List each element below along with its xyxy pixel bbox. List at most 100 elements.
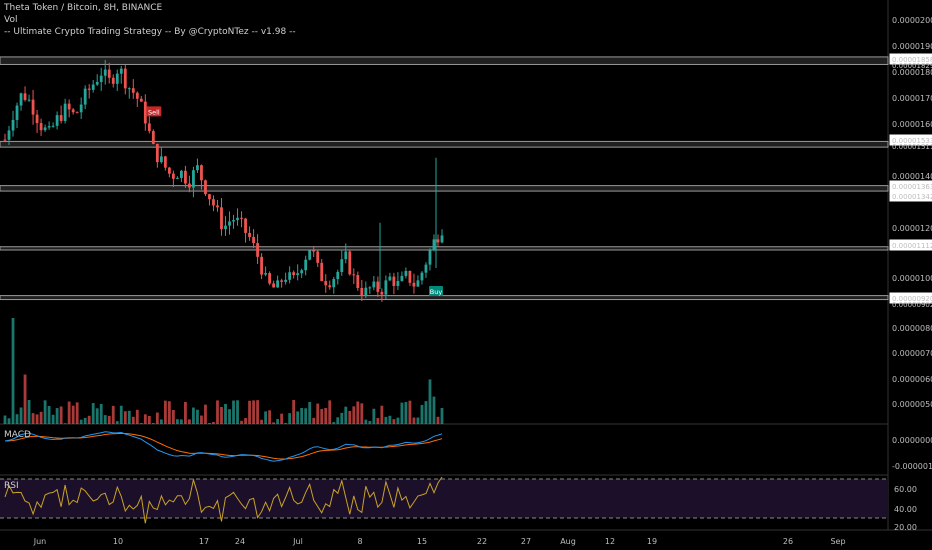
candle-body: [240, 218, 243, 219]
volume-bar: [376, 418, 379, 424]
candle-body: [216, 205, 219, 207]
candle-body: [376, 282, 379, 292]
candle-body: [180, 171, 183, 178]
candle-body: [44, 127, 47, 130]
candle-body: [112, 78, 115, 84]
time-tick-label: 26: [783, 537, 793, 546]
volume-bar: [433, 397, 436, 424]
volume-bar: [52, 415, 55, 424]
candle-body: [268, 273, 271, 283]
volume-bar: [56, 408, 59, 424]
candle-body: [308, 250, 311, 259]
price-level-label: 0.00001112: [892, 242, 932, 250]
candle-body: [132, 88, 135, 93]
candle-body: [344, 251, 347, 259]
candle-body: [232, 220, 235, 221]
candle-body: [364, 288, 367, 296]
volume-bar: [200, 416, 203, 424]
volume-bar: [280, 414, 283, 424]
time-tick-label: 17: [199, 537, 209, 546]
candle-body: [264, 273, 267, 274]
volume-bar: [180, 419, 183, 424]
volume-bar: [388, 416, 391, 424]
candle-body: [60, 115, 63, 121]
price-tick-label: 0.00001700: [892, 94, 932, 103]
candle-body: [156, 144, 159, 162]
candle-body: [16, 106, 19, 120]
candle-body: [396, 281, 399, 286]
candle-body: [437, 239, 440, 242]
volume-bar: [48, 406, 51, 424]
volume-bar: [348, 411, 351, 424]
time-tick-label: 12: [605, 537, 615, 546]
candle-body: [388, 277, 391, 281]
candle-body: [352, 274, 355, 275]
volume-bar: [128, 411, 131, 424]
candle-body: [252, 237, 255, 243]
volume-bar: [40, 412, 43, 424]
price-tick-label: 0.00000500: [892, 400, 932, 409]
volume-bar: [184, 402, 187, 424]
volume-bar: [96, 408, 99, 424]
volume-bar: [316, 404, 319, 424]
candle-body: [304, 260, 307, 271]
candle-body: [104, 70, 107, 76]
candle-body: [425, 265, 428, 273]
volume-bar: [4, 416, 7, 424]
volume-bar: [20, 407, 23, 424]
buy-signal-label: Buy: [430, 288, 443, 296]
candle-body: [84, 89, 87, 105]
volume-bar: [396, 418, 399, 424]
candle-body: [196, 165, 199, 170]
time-tick-label: 27: [521, 537, 531, 546]
volume-bar: [116, 421, 119, 424]
volume-bar: [160, 419, 163, 424]
price-tick-label: 0.00001000: [892, 274, 932, 283]
price-tick-label: 0.00001400: [892, 172, 932, 181]
strategy-label: -- Ultimate Crypto Trading Strategy -- B…: [4, 27, 296, 37]
volume-bar: [425, 401, 428, 424]
candle-body: [88, 89, 91, 90]
volume-bar: [228, 409, 231, 424]
candle-body: [332, 279, 335, 287]
volume-bar: [340, 413, 343, 424]
volume-bar: [188, 419, 191, 424]
candle-body: [433, 239, 436, 250]
candle-body: [288, 272, 291, 280]
candle-body: [40, 123, 43, 130]
volume-bar: [292, 400, 295, 424]
sr-zone-2: [0, 186, 888, 191]
volume-bar: [196, 410, 199, 424]
candle-body: [96, 82, 99, 85]
volume-bar: [24, 375, 27, 424]
volume-bar: [236, 400, 239, 424]
volume-bar: [256, 400, 259, 424]
candle-body: [208, 194, 211, 199]
price-tick-label: 0.00001200: [892, 224, 932, 233]
volume-bar: [132, 417, 135, 424]
candle-body: [92, 85, 95, 90]
candle-body: [184, 171, 187, 184]
candle-body: [72, 109, 75, 112]
rsi-label: RSI: [4, 481, 19, 491]
candle-body: [12, 120, 15, 131]
volume-bar: [304, 408, 307, 424]
price-tick-label: 0.00000600: [892, 375, 932, 384]
volume-bar: [220, 407, 223, 424]
volume-bar: [176, 419, 179, 424]
volume-bar: [312, 418, 315, 424]
candle-body: [284, 280, 287, 282]
candle-body: [413, 283, 416, 287]
candle-body: [116, 74, 119, 84]
volume-bar: [212, 422, 215, 424]
volume-bar: [344, 407, 347, 424]
volume-bar: [336, 417, 339, 424]
volume-bar: [421, 405, 424, 424]
candle-body: [24, 93, 27, 100]
volume-bar: [68, 402, 71, 424]
candle-body: [52, 126, 55, 127]
candle-body: [340, 259, 343, 272]
candle-body: [405, 271, 408, 276]
candle-body: [136, 93, 139, 99]
